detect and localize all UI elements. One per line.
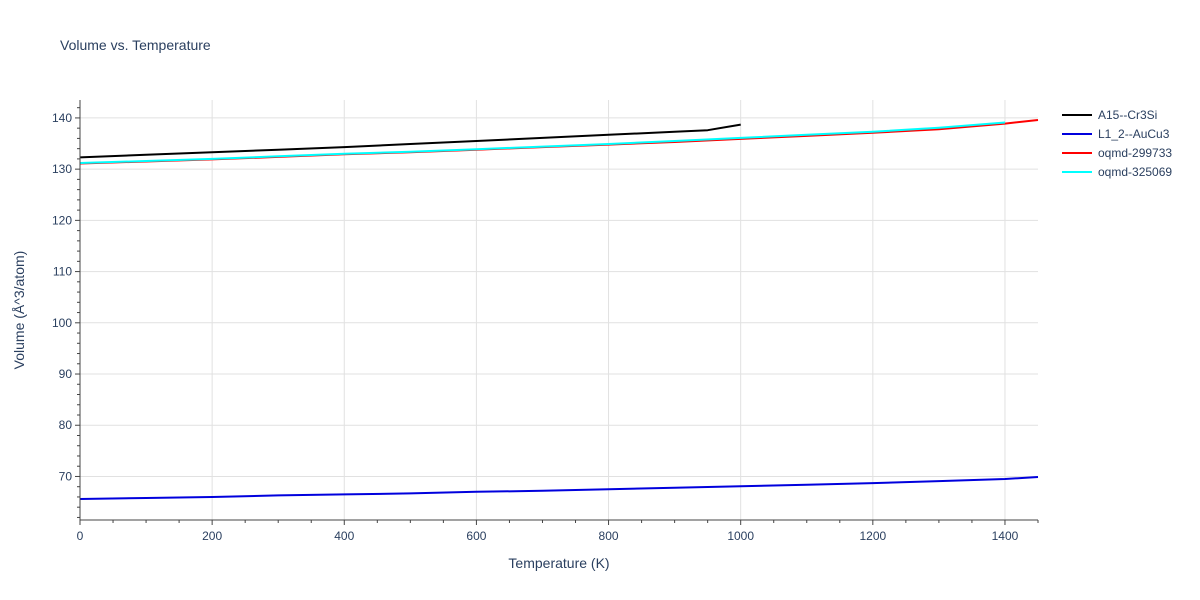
series-line-l1-2-aucu3 — [79, 476, 1039, 500]
x-tick-label: 1400 — [992, 529, 1019, 543]
y-tick-label: 80 — [59, 418, 73, 432]
chart-title: Volume vs. Temperature — [60, 37, 211, 53]
legend-item[interactable]: L1_2--AuCu3 — [1062, 127, 1170, 141]
x-tick-label: 0 — [77, 529, 84, 543]
y-tick-label: 110 — [53, 265, 72, 279]
y-tick-label: 70 — [59, 469, 73, 483]
data-series — [79, 119, 1039, 500]
y-tick-label: 120 — [52, 213, 72, 227]
x-tick-label: 1200 — [859, 529, 886, 543]
x-tick-label: 400 — [334, 529, 354, 543]
legend-item[interactable]: oqmd-325069 — [1062, 165, 1172, 179]
y-tick-label: 140 — [52, 111, 72, 125]
legend-item[interactable]: oqmd-299733 — [1062, 146, 1172, 160]
x-axis-title: Temperature (K) — [508, 555, 609, 571]
y-axis-title: Volume (Å^3/atom) — [11, 251, 27, 370]
axes: 0 200 400 600 800 1000 1200 1400 70 80 90 100 110 120… — [52, 100, 1039, 543]
x-tick-label: 600 — [466, 529, 486, 543]
y-tick-label: 100 — [52, 316, 72, 330]
x-tick-label: 200 — [202, 529, 222, 543]
legend-label: A15--Cr3Si — [1098, 108, 1157, 122]
series-line-oqmd-325069 — [79, 121, 1006, 164]
legend-label: oqmd-325069 — [1098, 165, 1172, 179]
series-line-a15-cr3si — [79, 123, 741, 159]
legend-item[interactable]: A15--Cr3Si — [1062, 108, 1157, 122]
y-tick-label: 90 — [59, 367, 73, 381]
legend-label: L1_2--AuCu3 — [1098, 127, 1170, 141]
x-tick-label: 800 — [599, 529, 619, 543]
x-tick-label: 1000 — [727, 529, 754, 543]
series-line-oqmd-299733 — [79, 119, 1039, 165]
legend[interactable]: A15--Cr3Si L1_2--AuCu3 oqmd-299733 oqmd-325… — [1062, 108, 1172, 179]
legend-label: oqmd-299733 — [1098, 146, 1172, 160]
y-tick-label: 130 — [52, 162, 72, 176]
grid-lines — [80, 100, 1038, 520]
